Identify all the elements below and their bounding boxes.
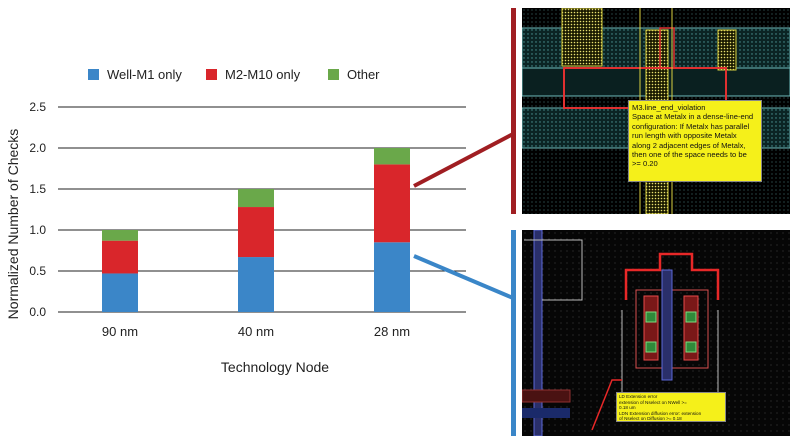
- stacked-bar-chart: 0.0 0.5 1.0 1.5 2.0 2.5 90 nm 40 nm 28 nm Well-…: [5, 67, 466, 375]
- callout-line: LDN Extension diffusion error: extension: [619, 410, 702, 416]
- bar-segment: [374, 164, 410, 243]
- y-tick-label: 1.5: [29, 182, 46, 196]
- callout-line: then one of the space needs to be: [632, 150, 747, 160]
- x-tick-label: 90 nm: [102, 324, 138, 339]
- y-tick-labels: 0.0 0.5 1.0 1.5 2.0 2.5: [29, 100, 46, 319]
- bar-segment: [102, 273, 138, 312]
- callout-line: 0.18 um: [619, 405, 636, 411]
- bars: [102, 148, 410, 312]
- x-tick-labels: 90 nm 40 nm 28 nm: [102, 324, 410, 339]
- layout-view-bottom: LD Extension error extension of Nselect …: [522, 230, 790, 436]
- x-axis-label: Technology Node: [221, 359, 329, 375]
- bar-segment: [374, 148, 410, 165]
- legend-label: Well-M1 only: [107, 67, 182, 82]
- callout-line: of Nselect on Diffusion >= 0.18: [619, 416, 682, 422]
- bar-segment: [238, 207, 274, 258]
- callout-line: LD Extension error: [619, 394, 658, 399]
- x-tick-label: 28 nm: [374, 324, 410, 339]
- y-tick-label: 0.0: [29, 305, 46, 319]
- y-tick-label: 2.5: [29, 100, 46, 114]
- y-tick-label: 0.5: [29, 264, 46, 278]
- callout-line: >= 0.20: [632, 159, 658, 169]
- bar-segment: [102, 230, 138, 241]
- callout-line: configuration: If Metalx has parallel: [632, 121, 750, 131]
- legend-swatch: [206, 69, 217, 80]
- drc-extension-tooltip: LD Extension error extension of Nselect …: [616, 392, 726, 422]
- legend: Well-M1 only M2-M10 only Other: [88, 67, 380, 82]
- legend-label: Other: [347, 67, 380, 82]
- x-tick-label: 40 nm: [238, 324, 274, 339]
- drc-violation-tooltip: M3.line_end_violation Space at Metalx in…: [628, 100, 762, 182]
- bar-segment: [102, 240, 138, 274]
- callout-line: extension of Nselect on NWell >=: [619, 399, 687, 405]
- y-tick-label: 2.0: [29, 141, 46, 155]
- layout-view-top: M3.line_end_violation Space at Metalx in…: [522, 8, 790, 214]
- callout-line: Space at Metalx in a dense-line-end: [632, 112, 754, 122]
- legend-swatch: [88, 69, 99, 80]
- bar-segment: [238, 189, 274, 208]
- callout-line: along 2 adjacent edges of Metalx,: [632, 140, 746, 150]
- y-axis-label: Normalized Number of Checks: [5, 129, 21, 320]
- callout-line: run length with opposite Metalx: [632, 131, 737, 141]
- bar-segment: [374, 242, 410, 312]
- legend-label: M2-M10 only: [225, 67, 301, 82]
- legend-swatch: [328, 69, 339, 80]
- bar-segment: [238, 257, 274, 312]
- callout-line: M3.line_end_violation: [632, 103, 706, 112]
- y-tick-label: 1.0: [29, 223, 46, 237]
